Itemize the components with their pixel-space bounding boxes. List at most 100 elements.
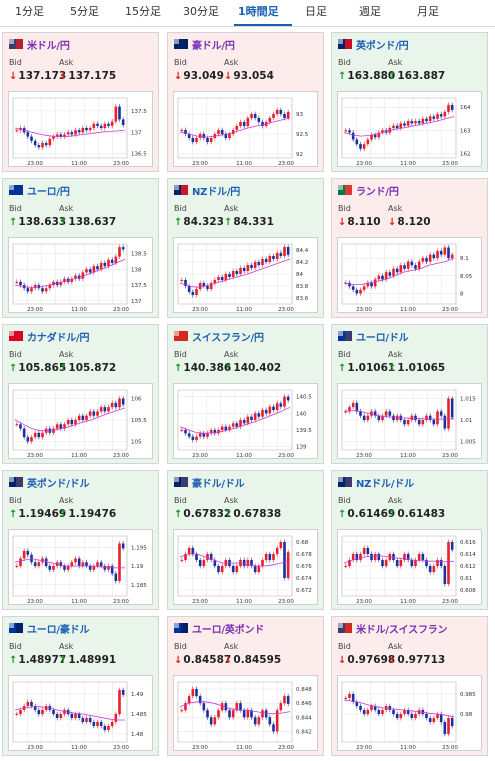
candlestick-chart[interactable]: 0.68 0.678 0.676 0.674 0.672 23:00 11:00 23:00 (173, 529, 318, 605)
pair-name[interactable]: 豪ドル/ドル (192, 478, 245, 490)
candlestick-chart[interactable]: 84.4 84.2 84 83.8 83.6 23:00 11:00 23:00 (173, 237, 318, 313)
pair-name[interactable]: 英ポンド/ドル (27, 478, 90, 490)
candle-body (286, 112, 290, 118)
candle-body (373, 279, 377, 287)
tab-2[interactable]: 5分足 (70, 5, 99, 18)
candlestick-chart[interactable]: 140.5 140 139.5 139 23:00 11:00 23:00 (173, 383, 318, 459)
candle-body (359, 289, 362, 294)
candlestick-chart[interactable]: 0.985 0.98 23:00 11:00 23:00 (337, 675, 482, 751)
tab-4[interactable]: 30分足 (183, 5, 219, 18)
moving-average-line (343, 257, 455, 285)
x-tick-label: 11:00 (400, 161, 416, 167)
pair-name[interactable]: スイスフラン/円 (192, 332, 264, 344)
candle-body (351, 402, 355, 408)
x-tick-label: 11:00 (236, 745, 252, 751)
candle-body (351, 286, 355, 290)
plot-area (177, 389, 293, 451)
x-tick-label: 11:00 (71, 745, 87, 751)
x-tick-label: 23:00 (278, 161, 294, 167)
y-tick-label: 0.674 (296, 576, 312, 582)
candle-body (220, 277, 224, 280)
candle-body (377, 132, 381, 138)
candle-body (99, 722, 103, 726)
candle-body (370, 706, 373, 710)
x-tick-label: 23:00 (27, 599, 43, 605)
candlestick-chart[interactable]: 106 105.5 105 23:00 11:00 23:00 (8, 383, 153, 459)
y-tick-label: 1.19 (131, 564, 144, 570)
currency-card: 英ポンド/円 Bid Ask ↑163.880 ↑163.887 164 163 1… (331, 32, 488, 172)
candle-body (344, 566, 348, 567)
candle-body (85, 269, 88, 273)
tab-5[interactable]: 1時間足 (238, 5, 279, 18)
candle-body (366, 710, 370, 714)
y-tick-label: 93 (296, 112, 303, 118)
chart-svg: 0.985 0.98 23:00 11:00 23:00 (341, 681, 476, 751)
ask-label: Ask (388, 496, 403, 505)
candle-body (239, 703, 242, 711)
candle-body (92, 411, 96, 416)
pair-name[interactable]: ユーロ/英ポンド (192, 624, 265, 636)
tab-7[interactable]: 週足 (359, 5, 381, 18)
ask-label: Ask (59, 642, 74, 651)
pair-name[interactable]: 豪ドル/円 (192, 40, 235, 52)
card-title: ランド/円 (338, 183, 399, 198)
trend-up-arrow-icon: ↑ (338, 71, 347, 82)
candlestick-chart[interactable]: 93 92.5 92 23:00 11:00 23:00 (173, 91, 318, 167)
tab-8[interactable]: 月足 (417, 5, 439, 18)
pair-name[interactable]: ユーロ/豪ドル (27, 624, 90, 636)
candle-body (81, 562, 85, 566)
ask-label: Ask (59, 204, 74, 213)
tab-3[interactable]: 15分足 (125, 5, 161, 18)
pair-name[interactable]: 米ドル/スイスフラン (356, 624, 448, 636)
candle-body (436, 560, 439, 566)
candle-body (70, 562, 74, 566)
pair-name[interactable]: ランド/円 (356, 186, 399, 198)
candle-body (121, 398, 125, 405)
candle-body (224, 274, 228, 280)
candle-body (239, 420, 242, 427)
pair-name[interactable]: 英ポンド/円 (356, 40, 409, 52)
candle-body (180, 280, 184, 281)
pair-name[interactable]: ユーロ/円 (27, 186, 70, 198)
candlestick-chart[interactable]: 8.1 8.05 8 23:00 11:00 23:00 (337, 237, 482, 313)
pair-name[interactable]: カナダドル/円 (27, 332, 90, 344)
candlestick-chart[interactable]: 1.195 1.19 1.185 23:00 11:00 23:00 (8, 529, 153, 605)
candlestick-chart[interactable]: 1.49 1.485 1.48 23:00 11:00 23:00 (8, 675, 153, 751)
candle-body (392, 415, 395, 420)
candle-body (121, 543, 125, 549)
candle-body (344, 130, 348, 132)
pair-name[interactable]: NZドル/円 (192, 186, 241, 198)
candle-body (381, 275, 384, 280)
candlestick-chart[interactable]: 1.015 1.01 1.005 23:00 11:00 23:00 (337, 383, 482, 459)
candle-body (286, 696, 290, 704)
candle-body (362, 286, 366, 290)
candle-body (202, 134, 206, 138)
candle-body (184, 703, 187, 711)
candlestick-chart[interactable]: 137.5 137 136.5 23:00 11:00 23:00 (8, 91, 153, 167)
chart-svg: 1.015 1.01 1.005 23:00 11:00 23:00 (341, 389, 476, 459)
tab-6[interactable]: 日足 (305, 5, 327, 18)
y-tick-label: 83.8 (296, 284, 309, 290)
candlestick-chart[interactable]: 0.848 0.846 0.844 0.842 23:00 11:00 23:00 (173, 675, 318, 751)
candle-body (88, 566, 92, 570)
candlestick-chart[interactable]: 138.5 138 137.5 137 23:00 11:00 23:00 (8, 237, 153, 313)
tab-1[interactable]: 1分足 (15, 5, 44, 18)
candle-body (447, 398, 450, 429)
pair-name[interactable]: ユーロ/ドル (356, 332, 409, 344)
ask-value: ↓0.97713 (388, 654, 446, 666)
x-tick-label: 23:00 (27, 453, 43, 459)
candle-body (362, 548, 366, 554)
card-title: 英ポンド/ドル (9, 475, 90, 490)
candlestick-chart[interactable]: 164 163 162 23:00 11:00 23:00 (337, 91, 482, 167)
candle-body (268, 256, 272, 262)
candle-body (70, 420, 74, 425)
pair-name[interactable]: NZドル/ドル (356, 478, 414, 490)
currency-card: スイスフラン/円 Bid Ask ↑140.386 ↑140.402 140.5… (167, 324, 324, 464)
y-tick-label: 0.616 (460, 540, 476, 546)
candle-body (384, 411, 388, 416)
candlestick-chart[interactable]: 0.616 0.614 0.612 0.61 0.608 23:00 11:00 23:00 (337, 529, 482, 605)
pair-name[interactable]: 米ドル/円 (27, 40, 70, 52)
currency-card: 米ドル/スイスフラン Bid Ask ↓0.97698 ↓0.97713 0.9… (331, 616, 488, 756)
candle-body (421, 118, 425, 124)
candle-body (428, 254, 432, 262)
